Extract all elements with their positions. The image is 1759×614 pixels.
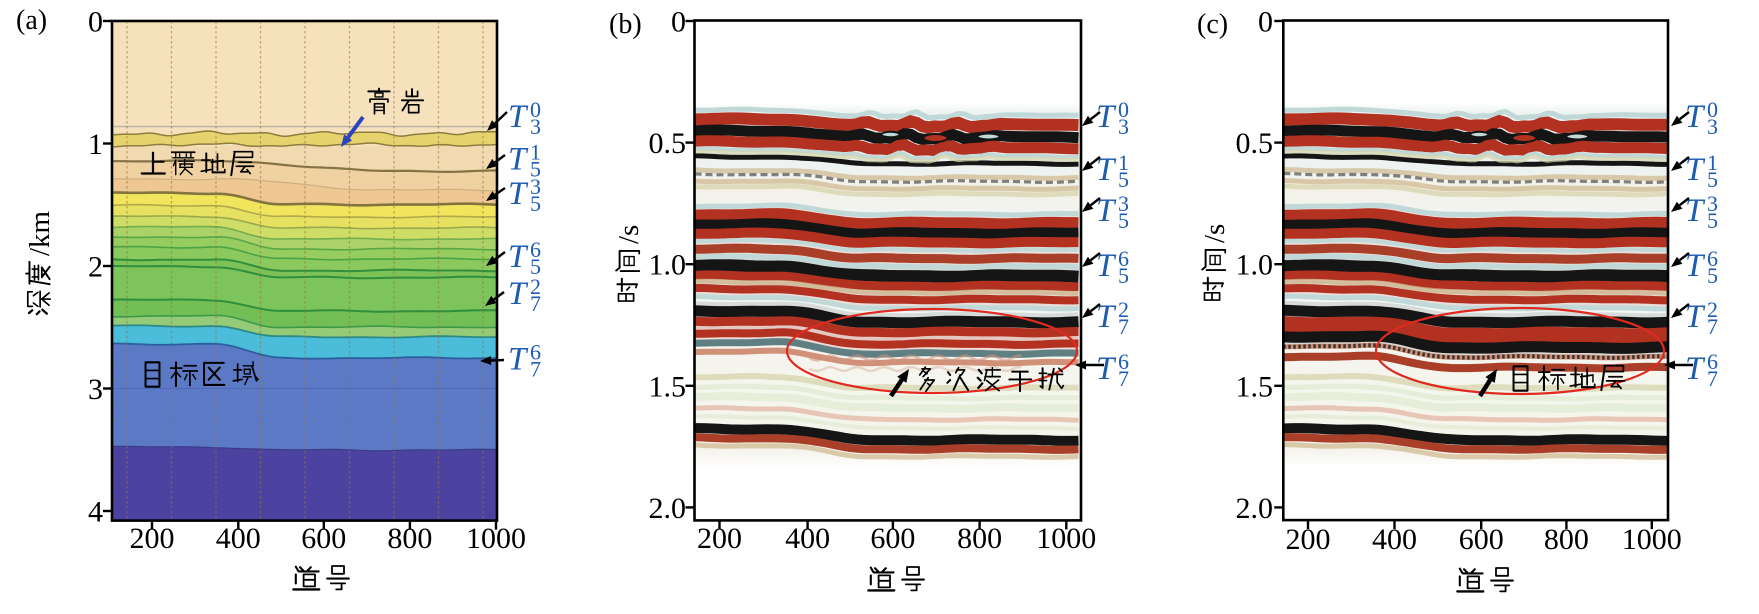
svg-text:1.0: 1.0 — [1236, 249, 1274, 282]
svg-text:(b): (b) — [609, 9, 642, 40]
svg-text:6: 6 — [1118, 246, 1129, 271]
svg-text:7: 7 — [530, 291, 541, 316]
svg-text:400: 400 — [785, 522, 830, 555]
svg-text:T: T — [1096, 193, 1117, 229]
svg-text:5: 5 — [1118, 263, 1129, 288]
svg-text:/s: /s — [613, 225, 645, 244]
svg-text:T: T — [1096, 99, 1117, 135]
svg-text:2.0: 2.0 — [649, 492, 687, 525]
svg-text:800: 800 — [387, 522, 432, 555]
svg-text:5: 5 — [530, 191, 541, 216]
svg-text:T: T — [508, 342, 529, 378]
svg-text:T: T — [508, 276, 529, 312]
svg-text:2: 2 — [530, 274, 541, 299]
svg-text:1000: 1000 — [1036, 522, 1096, 555]
svg-text:5: 5 — [1707, 208, 1718, 233]
svg-text:0: 0 — [671, 6, 686, 39]
svg-text:T: T — [1685, 248, 1706, 284]
svg-text:T: T — [1096, 351, 1117, 387]
svg-text:5: 5 — [530, 157, 541, 182]
svg-text:0.5: 0.5 — [649, 127, 687, 160]
svg-text:7: 7 — [530, 357, 541, 382]
svg-text:3: 3 — [1707, 191, 1718, 216]
svg-text:0: 0 — [88, 6, 103, 39]
svg-text:1.5: 1.5 — [649, 370, 687, 403]
svg-text:(a): (a) — [16, 5, 47, 36]
svg-text:1.0: 1.0 — [649, 249, 687, 282]
svg-text:7: 7 — [1118, 314, 1129, 339]
svg-text:6: 6 — [1118, 349, 1129, 374]
svg-text:1000: 1000 — [466, 522, 526, 555]
svg-text:1: 1 — [1707, 150, 1718, 175]
svg-text:6: 6 — [1707, 246, 1718, 271]
svg-text:0.5: 0.5 — [1236, 127, 1274, 160]
svg-text:200: 200 — [697, 522, 742, 555]
svg-text:0: 0 — [1707, 97, 1718, 122]
svg-text:T: T — [508, 176, 529, 212]
svg-text:7: 7 — [1707, 366, 1718, 391]
svg-text:1: 1 — [1118, 150, 1129, 175]
svg-text:1: 1 — [88, 128, 103, 161]
svg-text:2: 2 — [88, 251, 103, 284]
svg-text:(c): (c) — [1197, 9, 1228, 40]
svg-text:3: 3 — [1118, 114, 1129, 139]
svg-text:600: 600 — [1459, 523, 1504, 556]
svg-text:T: T — [1685, 193, 1706, 229]
svg-text:5: 5 — [1118, 167, 1129, 192]
svg-text:800: 800 — [957, 522, 1002, 555]
svg-text:1: 1 — [530, 140, 541, 165]
svg-text:3: 3 — [530, 174, 541, 199]
svg-text:6: 6 — [1707, 349, 1718, 374]
svg-text:7: 7 — [1118, 366, 1129, 391]
svg-text:3: 3 — [1707, 114, 1718, 139]
svg-text:800: 800 — [1544, 523, 1589, 556]
svg-text:3: 3 — [530, 114, 541, 139]
svg-text:5: 5 — [1118, 208, 1129, 233]
svg-text:/km: /km — [24, 210, 56, 256]
svg-text:400: 400 — [1372, 523, 1417, 556]
svg-text:6: 6 — [530, 340, 541, 365]
svg-text:600: 600 — [870, 522, 915, 555]
svg-text:T: T — [1685, 299, 1706, 335]
svg-text:T: T — [508, 99, 529, 135]
svg-text:5: 5 — [1707, 263, 1718, 288]
svg-text:5: 5 — [1707, 167, 1718, 192]
svg-text:T: T — [1685, 152, 1706, 188]
svg-text:1000: 1000 — [1622, 523, 1682, 556]
svg-text:T: T — [1096, 248, 1117, 284]
svg-text:T: T — [508, 142, 529, 178]
svg-text:T: T — [1096, 152, 1117, 188]
svg-text:/s: /s — [1199, 224, 1231, 243]
svg-text:0: 0 — [1258, 6, 1273, 39]
svg-text:7: 7 — [1707, 314, 1718, 339]
svg-text:200: 200 — [130, 522, 175, 555]
svg-text:2: 2 — [1118, 297, 1129, 322]
svg-text:2: 2 — [1707, 297, 1718, 322]
svg-text:T: T — [1096, 299, 1117, 335]
svg-text:6: 6 — [530, 237, 541, 262]
svg-text:T: T — [1685, 99, 1706, 135]
svg-text:0: 0 — [530, 97, 541, 122]
svg-text:0: 0 — [1118, 97, 1129, 122]
svg-text:T: T — [508, 239, 529, 275]
svg-text:2.0: 2.0 — [1236, 492, 1274, 525]
svg-text:4: 4 — [88, 496, 103, 529]
svg-text:200: 200 — [1286, 523, 1331, 556]
svg-text:1.5: 1.5 — [1236, 370, 1274, 403]
svg-text:400: 400 — [216, 522, 261, 555]
svg-text:5: 5 — [530, 254, 541, 279]
svg-text:3: 3 — [88, 373, 103, 406]
svg-text:600: 600 — [301, 522, 346, 555]
svg-text:T: T — [1685, 351, 1706, 387]
svg-text:3: 3 — [1118, 191, 1129, 216]
